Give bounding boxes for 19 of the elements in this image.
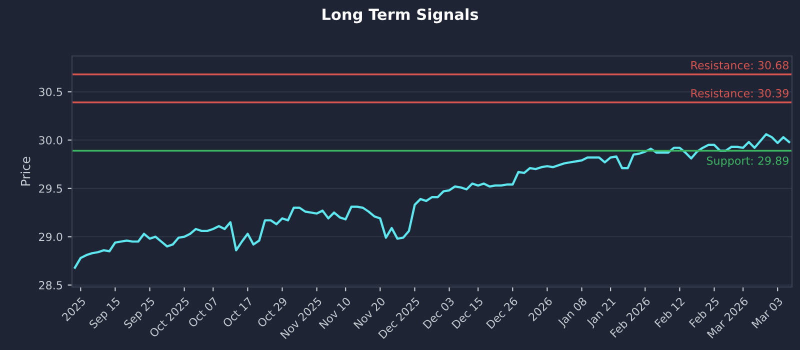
x-tick-label: Oct 29 xyxy=(256,296,288,328)
ref-line-label: Resistance: 30.68 xyxy=(691,60,788,70)
y-tick-label: 30.5 xyxy=(39,88,62,96)
x-tick-label: Oct 17 xyxy=(222,296,254,328)
x-tick-label: Dec 26 xyxy=(486,296,518,330)
x-tick-label: Sep 15 xyxy=(88,296,122,330)
x-tick-label: Oct 07 xyxy=(188,296,219,328)
ref-line-label: Resistance: 30.39 xyxy=(691,88,788,98)
line-series xyxy=(74,133,790,269)
y-tick-label: 29.5 xyxy=(39,184,62,193)
y-tick-label: 30.0 xyxy=(39,136,62,144)
ref-line-label: Support: 29.89 xyxy=(706,156,788,168)
y-tick-label: 28.5 xyxy=(39,281,62,290)
y-tick-label: 29.0 xyxy=(39,232,62,242)
chart-title: Long Term Signals xyxy=(322,8,478,24)
x-tick-label: Nov 20 xyxy=(353,296,386,330)
x-tick-label: Feb 12 xyxy=(654,296,685,328)
x-tick-label: Mar 03 xyxy=(751,296,784,329)
y-axis-title: Price xyxy=(20,156,30,186)
